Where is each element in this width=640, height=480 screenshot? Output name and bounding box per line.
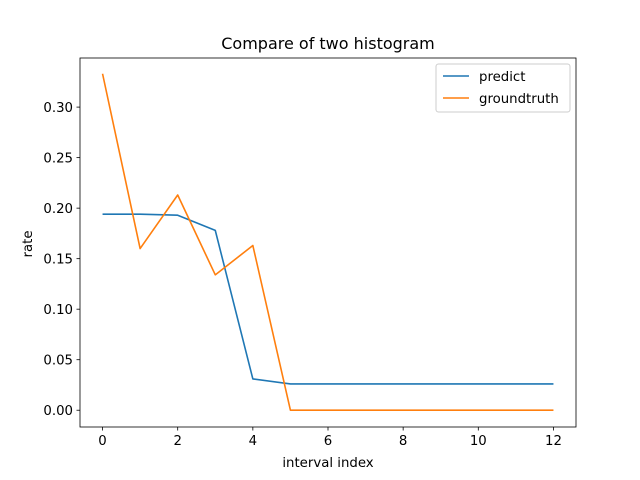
legend-label-predict: predict (479, 70, 525, 85)
y-tick-label: 0.05 (43, 354, 73, 369)
series-line-predict (102, 213, 554, 385)
x-axis-label: interval index (282, 456, 373, 471)
y-tick-label: 0.25 (43, 152, 73, 167)
legend-box (435, 63, 571, 113)
series-line-groundtruth (101, 73, 554, 412)
x-tick-label: 12 (545, 434, 562, 449)
chart-title: Compare of two histogram (221, 34, 435, 53)
axes-frame (79, 57, 577, 428)
x-tick-label: 8 (399, 434, 407, 449)
y-tick-label: 0.10 (43, 303, 73, 318)
y-axis-label: rate (21, 230, 36, 257)
x-tick-label: 0 (98, 434, 106, 449)
legend-label-groundtruth: groundtruth (479, 92, 559, 107)
x-tick-label: 6 (324, 434, 332, 449)
y-tick-label: 0.00 (43, 404, 73, 419)
y-tick-label: 0.20 (43, 202, 73, 217)
plot-area: 0 2 4 6 8 10 12 0.00 0.05 0.10 0.15 0.20 0.25 0.30 (43, 57, 577, 449)
y-tick-label: 0.30 (43, 101, 73, 116)
x-tick-label: 4 (249, 434, 257, 449)
x-tick-label: 2 (173, 434, 181, 449)
y-tick-label: 0.15 (43, 253, 73, 268)
legend: predict groundtruth (435, 63, 571, 113)
x-tick-label: 10 (470, 434, 487, 449)
